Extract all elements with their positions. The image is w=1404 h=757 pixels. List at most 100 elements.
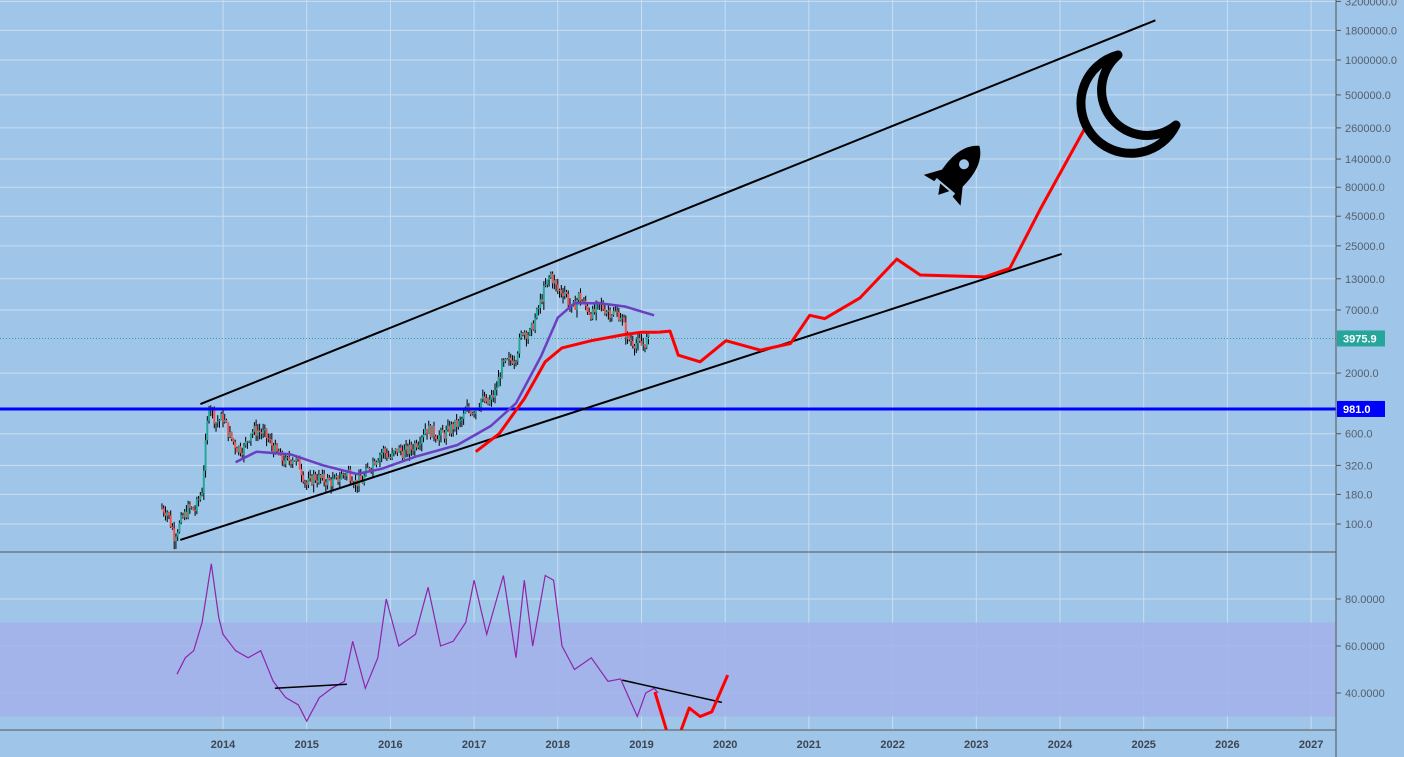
candle-body: [234, 441, 237, 449]
candle-body: [192, 507, 195, 511]
rsi-trendline: [274, 683, 347, 690]
candle-body: [358, 475, 361, 487]
x-tick-label: 2025: [1131, 739, 1155, 751]
candle-body: [619, 317, 622, 321]
candle-body: [527, 334, 530, 339]
candle-body: [488, 399, 491, 405]
candle-body: [167, 512, 170, 516]
candle-body: [518, 337, 521, 354]
candle-body: [185, 511, 188, 518]
candle-body: [563, 291, 566, 296]
candle-body: [181, 515, 184, 518]
y-tick-label: 100.0: [1345, 519, 1373, 531]
candle-body: [283, 460, 286, 465]
candle-body: [501, 360, 503, 379]
x-tick-label: 2016: [378, 739, 402, 751]
candle-body: [232, 438, 235, 442]
candle-body: [366, 467, 369, 469]
candle-body: [347, 469, 350, 472]
candle-body: [218, 420, 221, 422]
x-tick-label: 2027: [1299, 739, 1323, 751]
candle-body: [349, 469, 352, 481]
candle-body: [556, 284, 559, 291]
candle-body: [176, 532, 179, 537]
moving-average-red: [474, 330, 659, 453]
candle-body: [565, 291, 568, 295]
candle-body: [431, 425, 434, 438]
candle-body: [290, 460, 293, 464]
candle-body: [521, 333, 524, 336]
x-tick-label: 2015: [294, 739, 318, 751]
candle-body: [481, 396, 484, 400]
candle-body: [617, 312, 620, 321]
last-price-tag-label: 3975.9: [1343, 333, 1377, 345]
candle-body: [609, 310, 612, 318]
candle-body: [628, 334, 631, 340]
candle-body: [469, 410, 472, 415]
candle-body: [260, 432, 263, 434]
candle-body: [253, 426, 256, 432]
candle-body: [436, 438, 439, 441]
candle-body: [490, 394, 493, 400]
candle-body: [385, 452, 388, 458]
x-tick-label: 2018: [546, 739, 570, 751]
candle-body: [575, 299, 578, 310]
candle-body: [337, 475, 340, 482]
candle-body: [432, 425, 435, 437]
candle-body: [405, 445, 408, 450]
candle-body: [616, 311, 619, 313]
time-axis: [0, 730, 1336, 757]
candle-body: [494, 389, 497, 398]
candle-body: [368, 467, 371, 470]
candle-body: [288, 457, 291, 461]
candle-body: [195, 499, 198, 511]
candle-body: [535, 308, 538, 318]
candle-body: [643, 344, 646, 348]
candle-body: [589, 313, 592, 319]
candle-body: [384, 448, 387, 453]
candle-body: [295, 458, 298, 462]
x-tick-label: 2021: [797, 739, 821, 751]
candle-body: [230, 432, 233, 439]
candle-body: [630, 339, 633, 342]
candle-body: [448, 425, 451, 434]
candle-body: [480, 399, 483, 408]
candle-body: [174, 536, 177, 542]
candle-body: [371, 461, 374, 470]
candle-body: [265, 429, 268, 439]
candle-body: [199, 495, 202, 500]
candle-body: [443, 432, 446, 439]
candle-body: [235, 448, 238, 453]
candle-body: [595, 303, 598, 313]
candle-body: [272, 445, 275, 454]
candle-body: [305, 482, 308, 486]
candle-body: [208, 408, 211, 421]
candle-body: [237, 446, 240, 453]
candle-body: [413, 443, 416, 451]
candle-body: [453, 419, 456, 430]
candle-body: [324, 482, 327, 486]
candle-body: [328, 477, 331, 480]
candle-body: [410, 444, 413, 450]
candle-body: [426, 429, 429, 434]
candle-body: [256, 430, 259, 436]
candle-body: [351, 480, 354, 484]
candle-body: [546, 279, 549, 285]
candle-body: [255, 426, 258, 436]
candle-body: [406, 445, 409, 454]
candle-body: [427, 425, 430, 434]
candle-body: [178, 522, 181, 533]
candle-body: [227, 422, 230, 437]
candle-body: [582, 300, 585, 302]
candle-body: [614, 310, 617, 312]
candle-body: [612, 310, 615, 316]
candle-body: [375, 461, 378, 465]
candle-body: [541, 299, 544, 303]
candle-body: [251, 431, 254, 434]
candle-body: [401, 450, 404, 459]
candle-body: [631, 341, 634, 346]
candle-body: [215, 422, 218, 424]
candle-body: [492, 394, 495, 398]
candle-body: [188, 504, 191, 508]
